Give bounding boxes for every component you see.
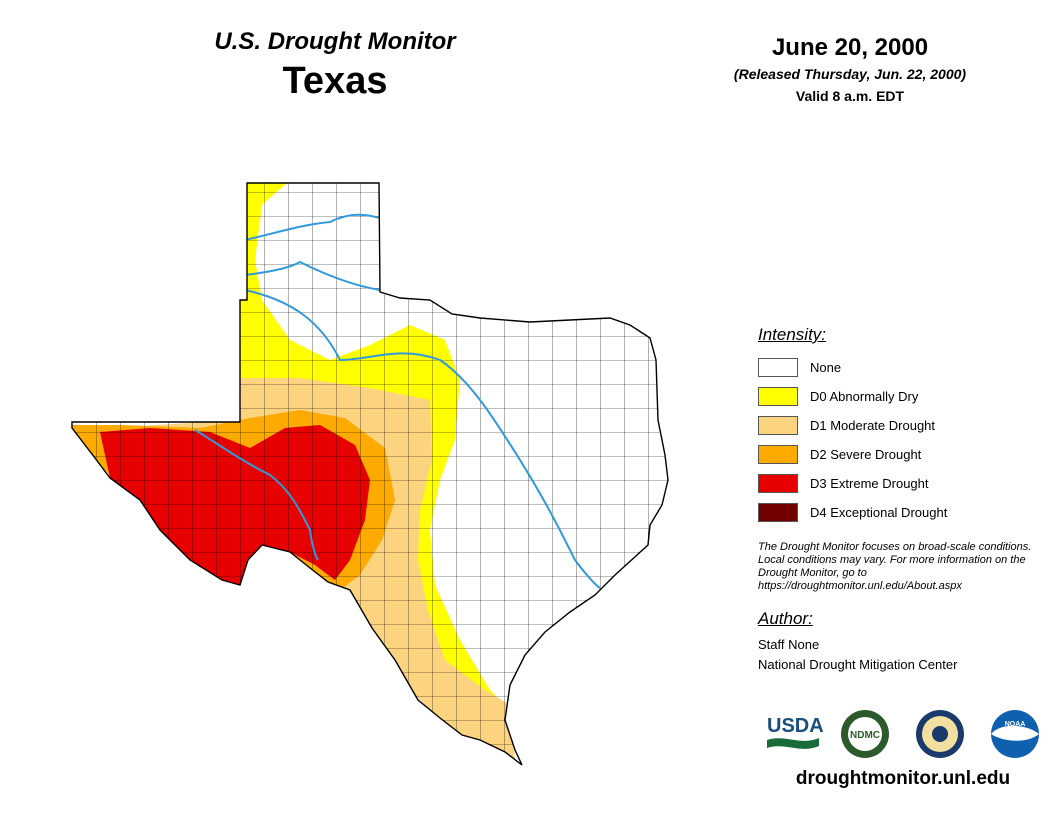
valid-time: Valid 8 a.m. EDT — [795, 88, 905, 104]
legend-swatch — [758, 387, 798, 406]
legend-label: D3 Extreme Drought — [810, 476, 929, 491]
brazos-river — [244, 289, 611, 596]
monitor-title: U.S. Drought Monitor — [214, 28, 456, 55]
svg-text:NDMC: NDMC — [850, 730, 880, 741]
legend-item: D2 Severe Drought — [758, 440, 1048, 469]
legend-swatch — [758, 416, 798, 435]
author-org: National Drought Mitigation Center — [758, 657, 958, 672]
legend-item: D0 Abnormally Dry — [758, 382, 1048, 411]
legend-swatch — [758, 474, 798, 493]
date-block: June 20, 2000 (Released Thursday, Jun. 2… — [700, 34, 1000, 104]
legend-label: D0 Abnormally Dry — [810, 389, 919, 404]
legend-label: None — [810, 360, 842, 375]
map-date: June 20, 2000 — [771, 34, 929, 61]
rio-grande-pecos — [194, 429, 319, 561]
county-boundaries — [72, 183, 668, 765]
ndmc-logo: NDMC — [841, 710, 889, 758]
title-block: U.S. Drought Monitor Texas — [150, 28, 520, 103]
legend-swatch — [758, 503, 798, 522]
legend-item: None — [758, 353, 1048, 382]
usda-logo: USDA — [767, 715, 824, 749]
commerce-seal — [916, 710, 964, 758]
legend-item: D1 Moderate Drought — [758, 411, 1048, 440]
site-url: droughtmonitor.unl.edu — [795, 768, 1011, 789]
texas-outline — [71, 182, 669, 766]
red-river — [244, 213, 381, 241]
author-title: Author: — [758, 609, 813, 628]
legend-item: D4 Exceptional Drought — [758, 498, 1048, 527]
release-date: (Released Thursday, Jun. 22, 2000) — [733, 66, 967, 82]
legend-item: D3 Extreme Drought — [758, 469, 1048, 498]
legend-label: D1 Moderate Drought — [810, 418, 936, 433]
legend-swatch — [758, 445, 798, 464]
legend: Intensity: None D0 Abnormally Dry D1 Moder… — [758, 325, 1048, 675]
legend-label: D4 Exceptional Drought — [810, 505, 948, 520]
texas-drought-map — [71, 182, 669, 766]
svg-text:USDA: USDA — [767, 715, 824, 737]
svg-text:NOAA: NOAA — [1005, 721, 1026, 728]
legend-items: None D0 Abnormally Dry D1 Moderate Drought… — [758, 353, 1048, 527]
info-note: The Drought Monitor focuses on broad-sca… — [758, 541, 1032, 592]
legend-swatch — [758, 358, 798, 377]
noaa-logo: NOAA — [991, 710, 1039, 758]
canadian-river — [244, 260, 381, 291]
legend-label: D2 Severe Drought — [810, 447, 922, 462]
logos: USDA NDMC NOAA — [767, 710, 1039, 758]
author-block: Author: Staff None National Drought Miti… — [758, 609, 1048, 675]
state-title: Texas — [282, 60, 388, 102]
author-name: Staff None — [758, 637, 820, 652]
legend-title: Intensity: — [758, 325, 827, 344]
